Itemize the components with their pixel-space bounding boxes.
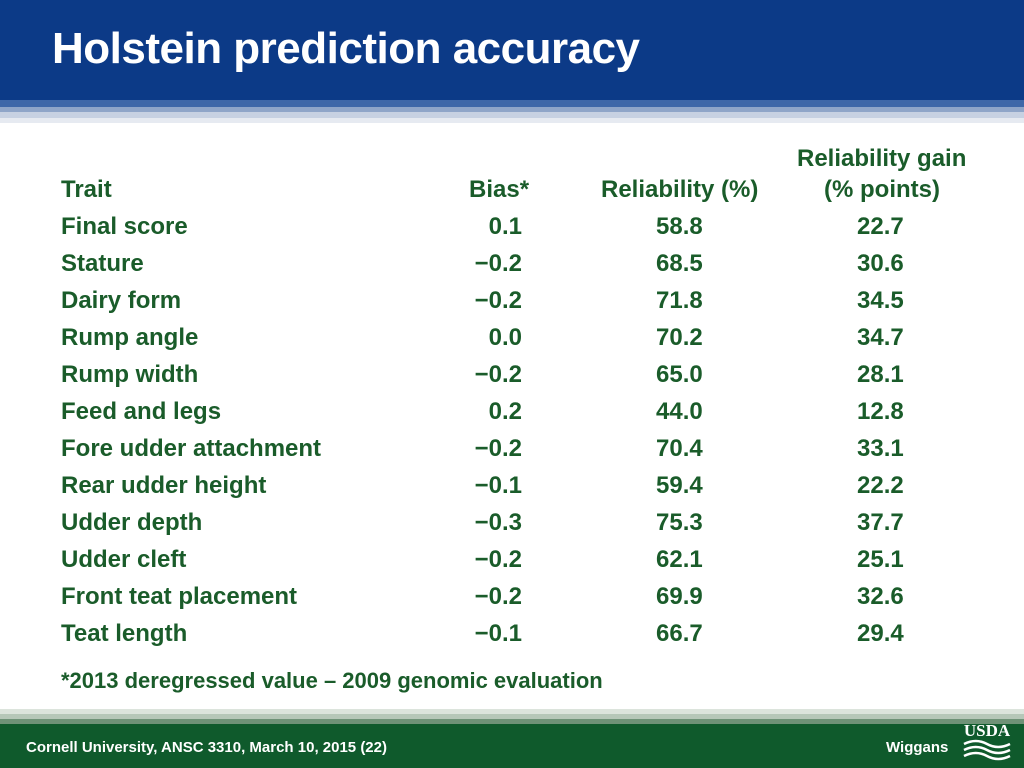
footer-stripe — [0, 709, 1024, 714]
row-gain: 37.7 — [857, 509, 904, 536]
row-reliability: 75.3 — [656, 509, 703, 536]
header-stripe — [0, 112, 1024, 118]
row-reliability: 69.9 — [656, 583, 703, 610]
row-reliability: 66.7 — [656, 620, 703, 647]
row-gain: 34.7 — [857, 324, 904, 351]
row-gain: 22.7 — [857, 213, 904, 240]
header-gain-line2: (% points) — [824, 176, 940, 203]
row-bias: 0.1 — [488, 213, 522, 240]
footer-author: Wiggans — [886, 739, 949, 756]
row-trait: Dairy form — [61, 287, 182, 314]
title-bar — [0, 0, 1024, 100]
footnote: *2013 deregressed value – 2009 genomic e… — [61, 668, 603, 693]
row-reliability: 62.1 — [656, 546, 703, 573]
row-reliability: 44.0 — [656, 398, 703, 425]
row-trait: Rear udder height — [61, 472, 267, 499]
row-bias: −0.3 — [474, 509, 522, 536]
row-gain: 33.1 — [857, 435, 904, 462]
row-gain: 12.8 — [857, 398, 904, 425]
row-trait: Final score — [61, 213, 188, 240]
row-bias: −0.2 — [474, 287, 522, 314]
footer-citation: Cornell University, ANSC 3310, March 10,… — [26, 739, 387, 756]
row-bias: −0.2 — [474, 435, 522, 462]
row-trait: Rump angle — [61, 324, 199, 351]
row-bias: −0.2 — [474, 583, 522, 610]
usda-logo: USDA — [963, 721, 1011, 761]
row-bias: −0.1 — [474, 472, 522, 499]
row-trait: Front teat placement — [61, 583, 298, 610]
row-reliability: 59.4 — [656, 472, 703, 499]
header-stripe — [0, 100, 1024, 107]
row-gain: 34.5 — [857, 287, 904, 314]
row-reliability: 70.2 — [656, 324, 703, 351]
row-bias: −0.2 — [474, 546, 522, 573]
row-gain: 32.6 — [857, 583, 904, 610]
header-bias: Bias* — [469, 176, 530, 203]
footer-stripe — [0, 719, 1024, 724]
row-bias: −0.1 — [474, 620, 522, 647]
row-reliability: 70.4 — [656, 435, 703, 462]
footer-bar — [0, 724, 1024, 768]
row-reliability: 68.5 — [656, 250, 703, 277]
slide-title: Holstein prediction accuracy — [52, 24, 640, 73]
row-reliability: 58.8 — [656, 213, 703, 240]
row-trait: Rump width — [61, 361, 199, 388]
row-bias: −0.2 — [474, 250, 522, 277]
row-gain: 28.1 — [857, 361, 904, 388]
row-trait: Udder cleft — [61, 546, 187, 573]
header-stripe — [0, 107, 1024, 112]
row-trait: Fore udder attachment — [61, 435, 322, 462]
row-gain: 30.6 — [857, 250, 904, 277]
row-bias: −0.2 — [474, 361, 522, 388]
header-stripe — [0, 118, 1024, 123]
row-gain: 22.2 — [857, 472, 904, 499]
header-gain-line1: Reliability gain — [797, 145, 967, 172]
row-bias: 0.2 — [488, 398, 522, 425]
row-gain: 25.1 — [857, 546, 904, 573]
row-reliability: 71.8 — [656, 287, 703, 314]
row-reliability: 65.0 — [656, 361, 703, 388]
header-reliability: Reliability (%) — [601, 176, 759, 203]
row-trait: Udder depth — [61, 509, 203, 536]
row-gain: 29.4 — [857, 620, 904, 647]
header-trait: Trait — [61, 176, 112, 203]
usda-logo-text: USDA — [964, 721, 1011, 740]
row-trait: Stature — [61, 250, 144, 277]
row-trait: Feed and legs — [61, 398, 222, 425]
footer-stripe — [0, 714, 1024, 719]
row-trait: Teat length — [61, 620, 188, 647]
row-bias: 0.0 — [488, 324, 522, 351]
